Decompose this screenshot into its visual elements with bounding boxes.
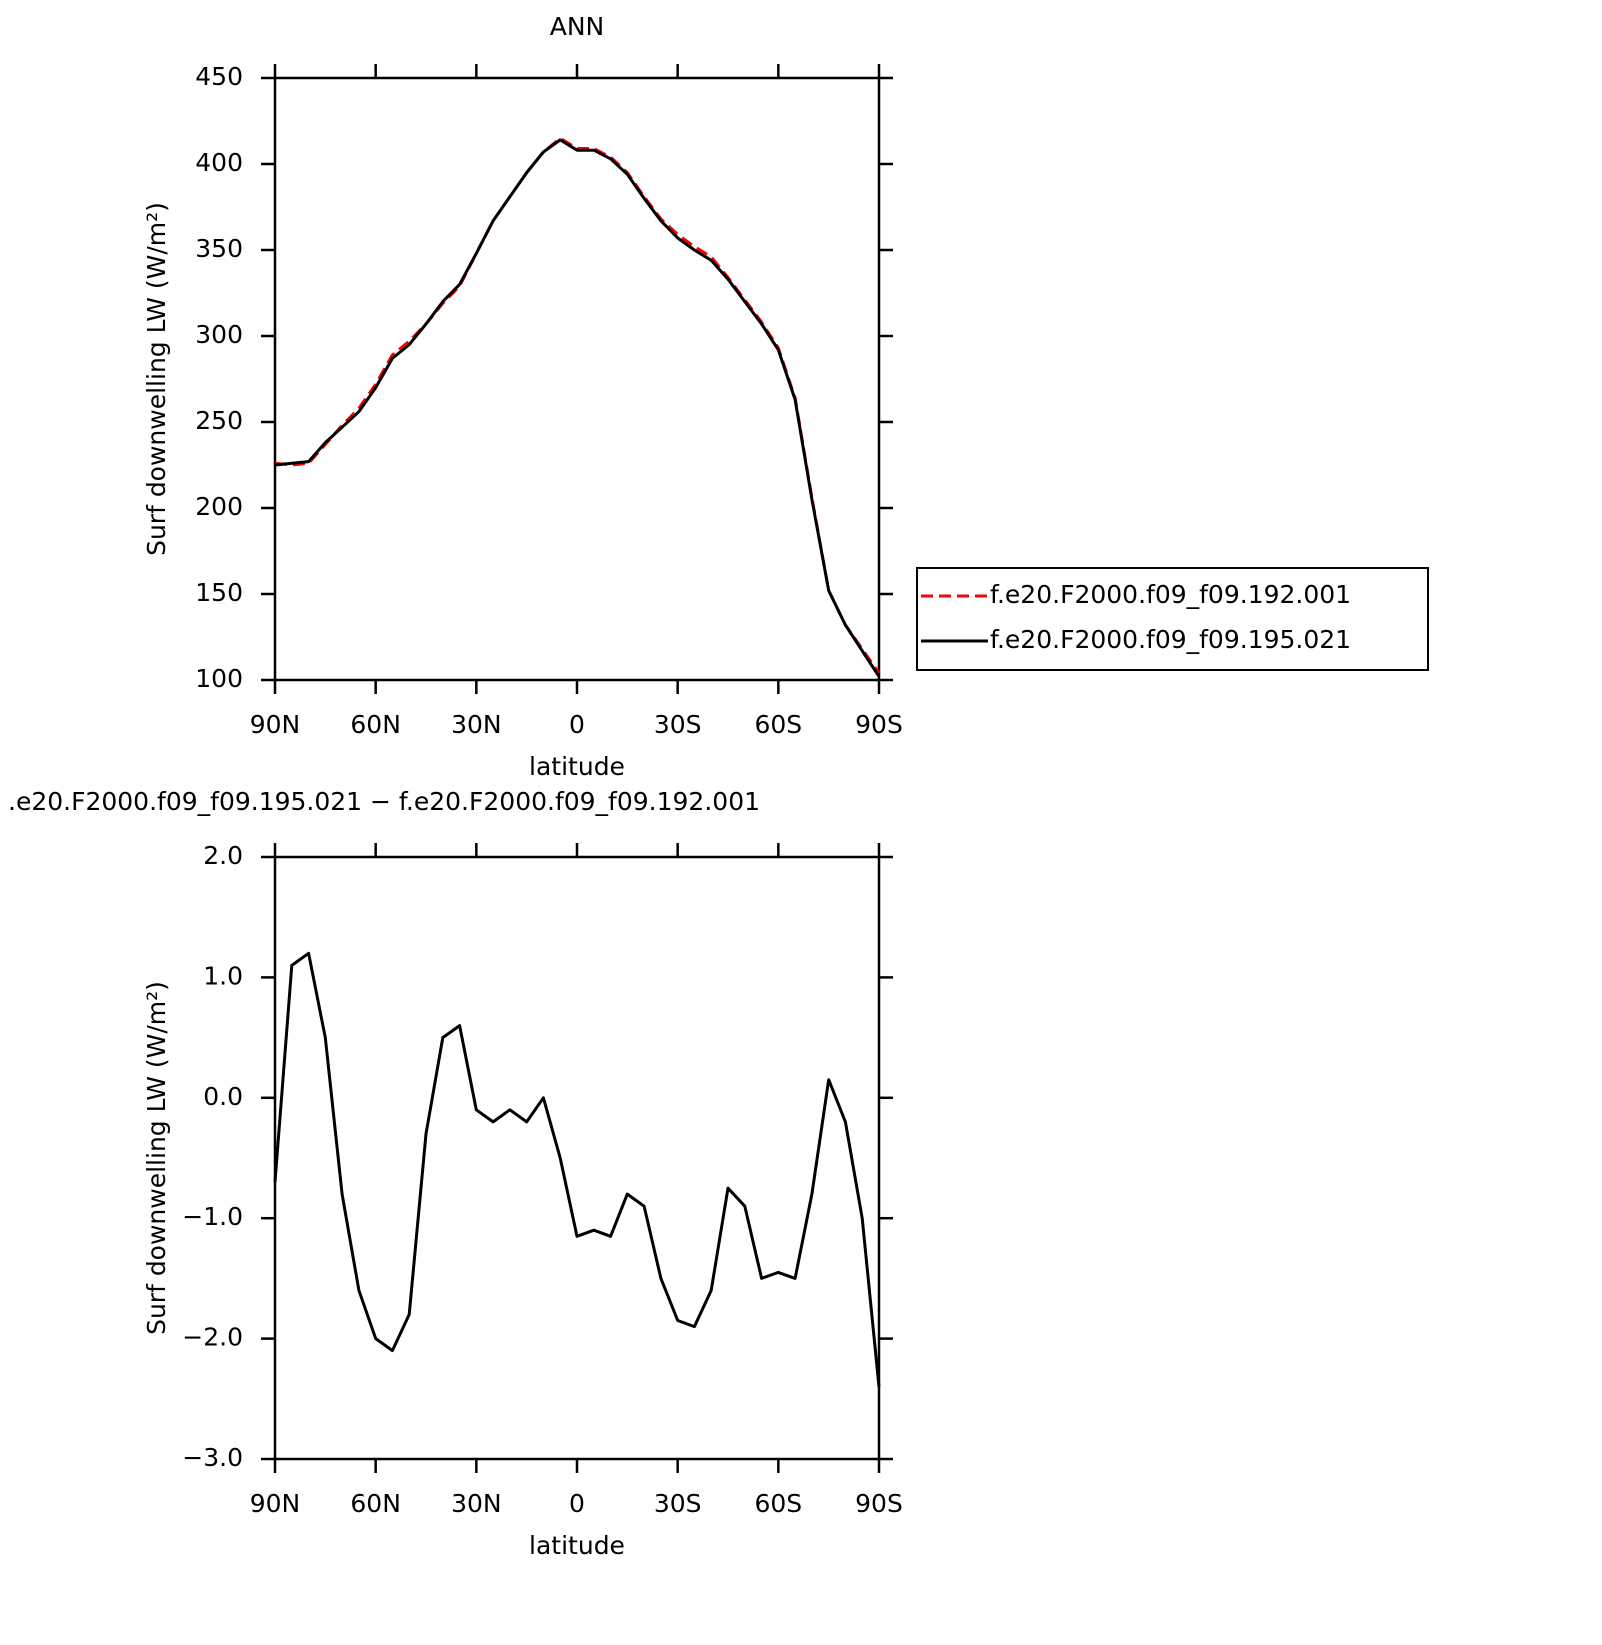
x-tick-label: 30S — [654, 1489, 702, 1518]
chart-title: .e20.F2000.f09_f09.195.021 − f.e20.F2000… — [8, 787, 760, 816]
y-tick-label: 150 — [195, 578, 243, 607]
x-axis-label: latitude — [529, 752, 625, 781]
legend-label: f.e20.F2000.f09_f09.192.001 — [990, 580, 1351, 609]
chart-title: ANN — [550, 12, 605, 41]
x-tick-label: 90S — [855, 1489, 903, 1518]
y-tick-label: 250 — [195, 406, 243, 435]
x-tick-label: 90S — [855, 710, 903, 739]
y-tick-label: 1.0 — [203, 961, 243, 990]
y-tick-label: −1.0 — [182, 1202, 243, 1231]
y-tick-label: 200 — [195, 492, 243, 521]
plot-frame — [273, 855, 881, 1461]
x-tick-label: 0 — [569, 1489, 585, 1518]
x-tick-label: 0 — [569, 710, 585, 739]
y-tick-label: 2.0 — [203, 841, 243, 870]
x-axis-label: latitude — [529, 1531, 625, 1560]
x-tick-label: 60S — [754, 1489, 802, 1518]
y-tick-label: 0.0 — [203, 1082, 243, 1111]
data-line — [274, 136, 881, 674]
x-tick-label: 30N — [451, 1489, 502, 1518]
y-tick-label: 100 — [195, 664, 243, 693]
y-tick-label: 300 — [195, 320, 243, 349]
y-tick-label: −3.0 — [182, 1443, 243, 1472]
x-tick-label: 90N — [250, 1489, 301, 1518]
data-line — [273, 951, 881, 1387]
y-tick-label: 350 — [195, 234, 243, 263]
legend-label: f.e20.F2000.f09_f09.195.021 — [990, 625, 1351, 654]
data-line — [274, 138, 881, 678]
y-tick-label: 450 — [195, 62, 243, 91]
legend-box — [916, 567, 1429, 671]
y-axis-label: Surf downwelling LW (W/m²) — [142, 981, 171, 1335]
x-tick-label: 60N — [350, 710, 401, 739]
x-tick-label: 60S — [754, 710, 802, 739]
x-tick-label: 90N — [250, 710, 301, 739]
y-tick-label: −2.0 — [182, 1323, 243, 1352]
y-axis-label: Surf downwelling LW (W/m²) — [142, 202, 171, 556]
x-tick-label: 30S — [654, 710, 702, 739]
x-tick-label: 30N — [451, 710, 502, 739]
y-tick-label: 400 — [195, 148, 243, 177]
x-tick-label: 60N — [350, 1489, 401, 1518]
